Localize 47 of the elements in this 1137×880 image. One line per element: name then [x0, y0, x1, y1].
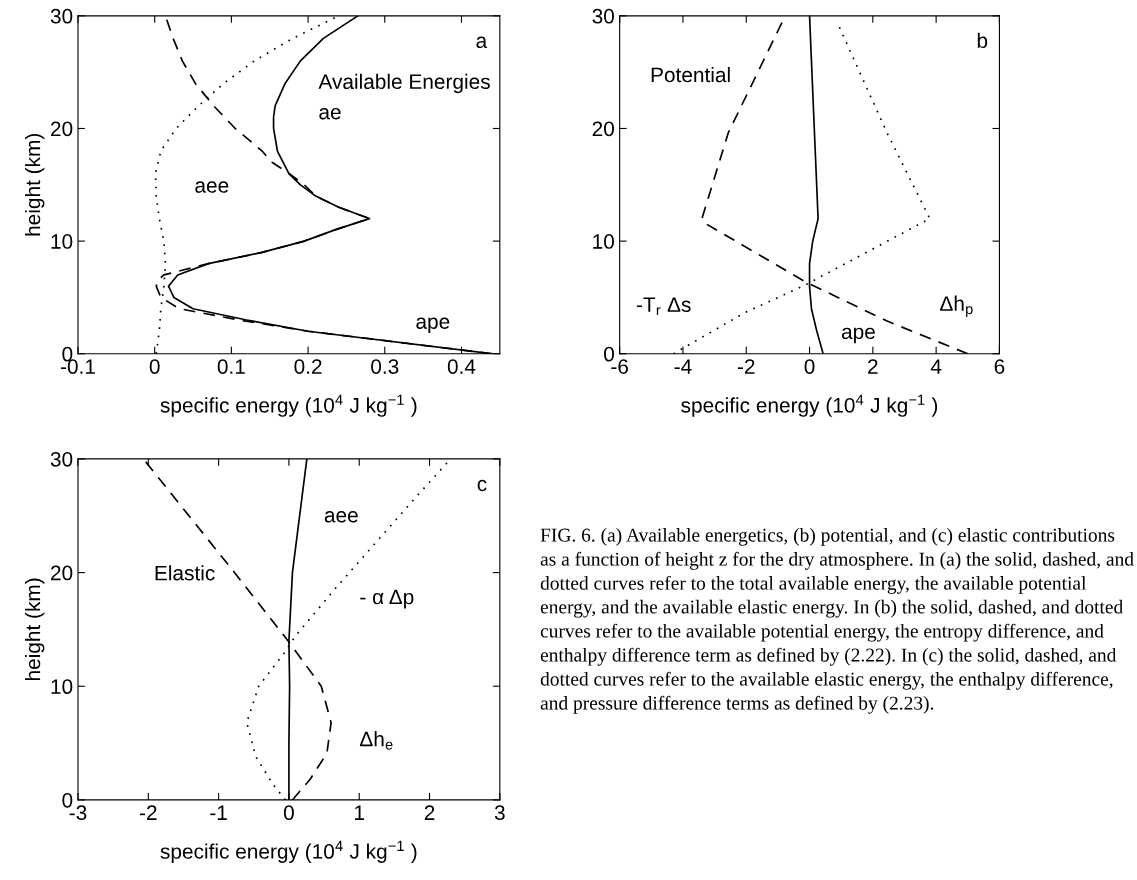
x-tick-label: 2 [424, 805, 435, 820]
annotation: Δh$_{p}$ [940, 295, 973, 318]
y-tick-label: 30 [50, 8, 73, 24]
x-axis-title: specific energy (10$^{4}$ J kg$^{−1}$ ) [160, 394, 417, 417]
x-tick-label: 0.3 [371, 359, 399, 374]
x-tick-label: 0.4 [447, 359, 476, 374]
caption: FIG. 6. (a) Available energetics, (b) potential, and (c) elastic contributions as a function of height z for the dry atmosphere. In (a) the solid, dashed, and dotted curves refer to the total available energy, the available potential energy, and the available elastic energy. In (b) the solid, dashed, and dotted curves refer to the available potential energy, the entropy difference, and enthalpy difference term as defined by (2.22). In (c) the solid, dashed, and dotted curves refer to the available elastic energy, the enthalpy difference, and pressure difference terms as defined by (2.23). [540, 528, 1134, 714]
y-tick-label: 30 [50, 451, 73, 467]
x-axis-title: specific energy (10$^{4}$ J kg$^{−1}$ ) [160, 840, 417, 863]
x-tick-label: 0.1 [217, 359, 245, 374]
y-tick-label: 10 [51, 679, 73, 695]
y-tick-label: 20 [51, 565, 73, 581]
annotation: -T$_{r}$ Δs [636, 297, 691, 316]
x-tick-label: 6 [994, 359, 1005, 374]
y-axis-title: height (km) [24, 578, 45, 681]
annotation: Δh$_{e}$ [359, 731, 393, 750]
y-tick-label: 10 [51, 234, 73, 249]
x-tick-label: -2 [139, 805, 157, 820]
y-axis-title: height (km) [24, 133, 45, 236]
annotation: c [477, 479, 487, 492]
annotation: ae [319, 108, 341, 120]
y-tick-label: 30 [592, 8, 614, 24]
annotation: ape [416, 317, 450, 334]
x-tick-label: -1 [210, 805, 227, 820]
x-tick-label: 0 [804, 359, 815, 374]
text: Elastic [155, 565, 215, 581]
x-tick-label: 0 [149, 359, 160, 374]
text: Potential [651, 66, 730, 83]
y-tick-label: 20 [592, 121, 614, 137]
x-tick-label: -2 [737, 359, 755, 374]
annotation: aee [324, 511, 358, 523]
x-tick-label: -4 [674, 359, 692, 374]
x-tick-label: 3 [494, 805, 505, 821]
y-tick-label: 10 [593, 234, 614, 249]
x-tick-label: 2 [868, 359, 878, 374]
y-tick-label: 20 [51, 121, 73, 137]
x-axis-title: specific energy (10$^{4}$ J kg$^{−1}$ ) [681, 394, 938, 417]
annotation: aee [195, 181, 229, 193]
annotation: a [476, 36, 488, 49]
annotation: b [977, 32, 988, 49]
x-tick-label: 0 [283, 805, 294, 821]
annotation: ape [841, 327, 875, 344]
text: Available Energies [318, 73, 490, 94]
x-tick-label: 4 [930, 359, 942, 374]
x-tick-label: 1 [355, 805, 364, 820]
x-tick-label: 0.2 [294, 359, 322, 374]
annotation: - α Δp [360, 589, 414, 609]
